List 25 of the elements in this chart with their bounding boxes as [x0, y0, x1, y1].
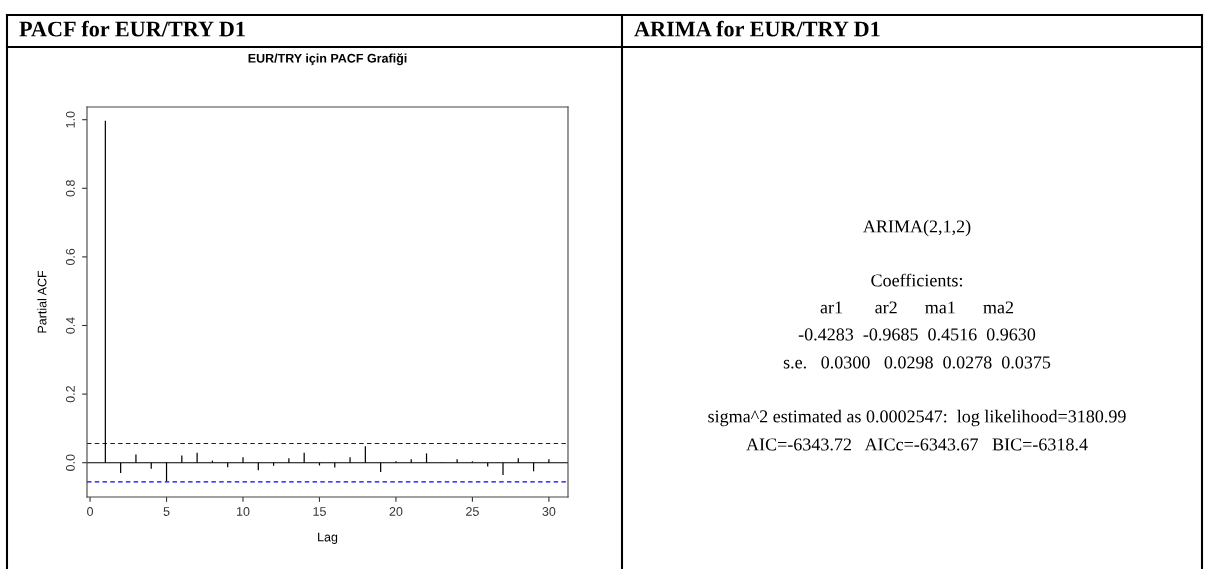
chart-title: EUR/TRY için PACF Grafiği: [248, 53, 407, 66]
text: ARIMA for EUR/TRY D1: [634, 20, 880, 37]
y-tick-label: 1.0: [65, 111, 75, 128]
x-tick-label: 5: [163, 507, 170, 516]
y-tick-label: 0.8: [65, 180, 75, 197]
text: AIC=-6343.72 AICc=-6343.67 BIC=-6318.4: [746, 438, 1088, 451]
text: ar1 ar2 ma1 ma2: [820, 301, 1014, 314]
x-tick-label: 15: [313, 507, 326, 516]
text: sigma^2 estimated as 0.0002547: log likelihood=3180.99: [708, 409, 1126, 427]
y-tick-label: 0.4: [65, 317, 75, 334]
y-axis-title: Partial ACF: [37, 270, 47, 333]
text: s.e. 0.0300 0.0298 0.0278 0.0375: [783, 356, 1051, 369]
text: Coefficients:: [871, 273, 963, 287]
x-tick-label: 20: [389, 507, 403, 516]
x-axis-title: Lag: [318, 532, 338, 544]
text: PACF for EUR/TRY D1: [19, 20, 245, 37]
y-tick-label: 0.2: [65, 386, 75, 403]
y-tick-label: 0.0: [65, 454, 75, 471]
y-tick-label: 0.6: [65, 248, 75, 266]
text: -0.4283 -0.9685 0.4516 0.9630: [798, 328, 1036, 341]
x-tick-label: 0: [87, 507, 94, 516]
x-tick-label: 30: [542, 507, 556, 516]
x-tick-label: 25: [466, 507, 479, 516]
text: ARIMA(2,1,2): [863, 219, 971, 237]
x-tick-label: 10: [237, 507, 250, 516]
